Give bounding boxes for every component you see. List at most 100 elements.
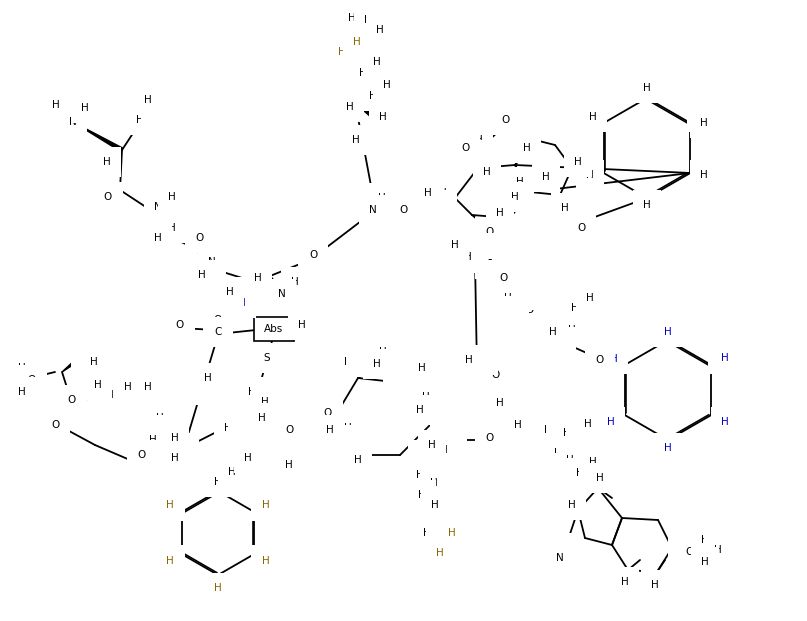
Text: N: N (431, 200, 439, 210)
Text: H: H (346, 102, 354, 112)
Text: H: H (664, 322, 672, 332)
Text: H: H (344, 423, 352, 433)
Text: H: H (721, 353, 729, 363)
Text: H: H (496, 208, 504, 218)
Text: O: O (214, 315, 222, 325)
Text: N: N (369, 205, 377, 215)
Text: H: H (291, 277, 299, 287)
Text: H: H (82, 347, 89, 357)
Polygon shape (562, 309, 579, 342)
Text: H: H (563, 428, 571, 438)
Text: H: H (338, 47, 346, 57)
Text: N: N (278, 289, 286, 299)
Text: H: H (701, 535, 709, 545)
Text: O: O (366, 357, 374, 367)
Text: H: H (664, 443, 672, 453)
Text: H: H (379, 112, 387, 122)
Text: Abs: Abs (265, 324, 283, 334)
Text: H: H (344, 357, 352, 367)
Text: H: H (144, 382, 152, 392)
Text: O: O (399, 380, 407, 390)
Text: O: O (486, 227, 494, 237)
Text: H: H (643, 83, 651, 93)
Text: N: N (469, 150, 477, 160)
Text: H: H (166, 556, 174, 566)
Text: H: H (588, 112, 596, 122)
Text: H: H (607, 417, 615, 427)
Polygon shape (515, 151, 527, 165)
Text: H: H (451, 240, 459, 250)
Text: N: N (506, 388, 514, 398)
Text: O: O (461, 143, 469, 153)
Text: H: H (440, 425, 448, 435)
Text: H: H (369, 91, 377, 101)
Text: H: H (199, 270, 206, 280)
Text: H: H (326, 425, 334, 435)
Text: H: H (90, 357, 98, 367)
Polygon shape (355, 103, 376, 120)
Text: H: H (393, 370, 401, 380)
Text: H: H (423, 528, 431, 538)
Text: N: N (69, 117, 77, 127)
Text: H: H (496, 398, 504, 408)
Text: H: H (144, 95, 152, 105)
Polygon shape (530, 181, 544, 192)
Text: N: N (208, 257, 216, 267)
Text: H: H (254, 273, 262, 283)
FancyBboxPatch shape (254, 317, 294, 341)
Text: H: H (465, 355, 473, 365)
Text: H: H (261, 397, 269, 407)
Text: H: H (516, 177, 524, 187)
Text: H: H (621, 577, 629, 587)
Text: H: H (439, 188, 447, 198)
Text: H: H (700, 118, 708, 128)
Text: H: H (376, 25, 384, 35)
Text: H: H (504, 288, 512, 298)
Text: H: H (431, 500, 439, 510)
Text: N: N (558, 337, 566, 347)
Text: N: N (181, 443, 189, 453)
Text: H: H (168, 192, 176, 202)
Text: H: H (483, 167, 491, 177)
Text: H: H (359, 68, 367, 78)
Text: H: H (18, 363, 26, 373)
Text: H: H (664, 448, 672, 458)
Polygon shape (358, 366, 374, 378)
Text: O: O (596, 355, 604, 365)
Text: H: H (544, 425, 552, 435)
Text: H: H (249, 423, 257, 433)
Text: O: O (324, 408, 332, 418)
Text: H: H (285, 460, 293, 470)
Text: H: H (416, 470, 424, 480)
Text: H: H (714, 545, 722, 555)
Text: O: O (526, 305, 534, 315)
Text: H: H (373, 57, 381, 67)
Text: H: H (643, 200, 651, 210)
Text: N: N (436, 538, 444, 548)
Text: O: O (399, 205, 407, 215)
Text: H: H (511, 192, 519, 202)
Text: H: H (480, 355, 488, 365)
Text: H: H (409, 370, 417, 380)
Text: H: H (248, 387, 256, 397)
Text: H: H (107, 390, 114, 400)
Text: H: H (586, 293, 594, 303)
Text: H: H (424, 188, 432, 198)
Text: H: H (354, 455, 362, 465)
Text: -: - (487, 253, 492, 266)
Text: H: H (196, 385, 204, 395)
Text: H: H (352, 135, 360, 145)
Text: N: N (154, 202, 162, 212)
Text: H: H (151, 103, 159, 113)
Text: H: H (378, 193, 386, 203)
Text: H: H (561, 203, 569, 213)
Text: H: H (448, 528, 456, 538)
Text: H: H (168, 223, 176, 233)
Text: H: H (124, 382, 132, 392)
Text: H: H (156, 413, 164, 423)
Polygon shape (62, 356, 82, 372)
Text: H: H (348, 13, 356, 23)
Text: H: H (226, 287, 234, 297)
Text: H: H (464, 252, 472, 262)
Text: H: H (576, 213, 584, 223)
